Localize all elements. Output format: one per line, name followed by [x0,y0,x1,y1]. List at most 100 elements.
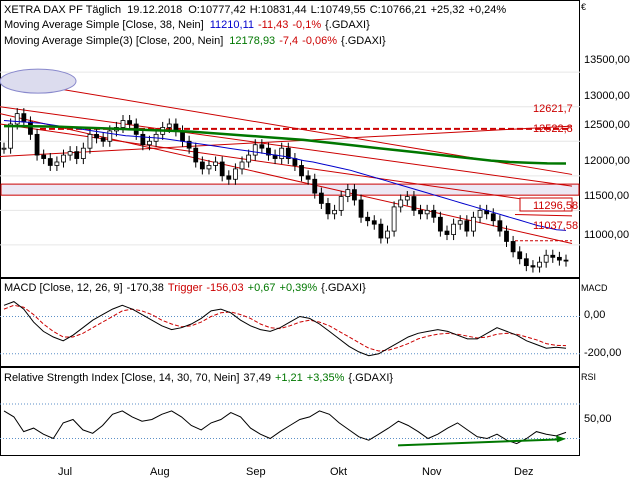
candle-body [1,147,7,150]
level-box-11296 [519,197,573,212]
candle-body [537,261,542,268]
price-panel [0,0,580,278]
chart-header: XETRA DAX PF Täglich 19.12.2018 O:10777,42… [4,4,506,16]
candle-body [259,144,265,149]
candle-body [332,209,337,215]
resistance-band [0,183,580,196]
candle-body [74,151,80,159]
close-value: C:10766,21 [370,4,427,16]
rsi-value: 37,49 [243,372,271,384]
level-label-11296: 11296,58 [533,200,578,212]
low-value: L:10749,55 [311,4,366,16]
y-tick-11500: 11500,00 [584,190,629,202]
candle-body [437,216,443,232]
candle-body [120,120,126,128]
candle-body [550,254,556,258]
candle-body [431,209,437,218]
candle-body [325,203,331,215]
candle-body [107,130,113,142]
level-label-12621: 12621,7 [533,103,573,115]
euro-icon: € [581,2,586,12]
sma200-symbol: {.GDAXI} [341,35,386,47]
price-series [1,108,569,273]
macd-symbol: {.GDAXI} [321,282,366,294]
candle-body [504,230,509,242]
y-tick-13000: 13000,00 [584,90,630,102]
candle-body [345,189,351,197]
candle-body [226,175,232,180]
candle-body [523,258,529,267]
macd-panel [0,278,580,367]
rsi-change: +1,21 [275,372,303,384]
candle-body [80,147,86,159]
sma38-change: -11,43 [258,19,288,31]
candle-body [517,251,523,260]
candle-body [94,133,99,139]
macd-change-pct: +0,39% [280,282,318,294]
rsi-change-pct: +3,35% [307,372,345,384]
y-tick-12500: 12500,00 [584,119,630,131]
y-tick-12000: 12000,00 [584,155,630,167]
candle-body [391,206,397,232]
candle-body [398,199,404,208]
rsi-corner-label: RSI [581,372,596,382]
y-tick-13500: 13500,00 [584,54,630,66]
macd-change: +0,67 [248,282,276,294]
macd-line [3,301,567,357]
macd-series [0,301,580,357]
macd-corner-label: MACD [581,283,608,293]
candle-body [385,230,390,239]
chart-title: XETRA DAX PF Täglich [4,4,121,16]
sma38-value: 11210,11 [210,19,254,31]
sma38-symbol: {.GDAXI} [325,19,370,31]
rsi-line [3,410,567,445]
change-value: +25,32 [431,4,465,16]
candle-body [404,196,410,201]
candle-body [252,144,258,156]
sma200-header: Moving Average Simple(3) [Close, 200, Ne… [4,35,386,47]
candle-body [497,220,503,232]
candle-body [378,223,384,239]
candle-body [127,120,133,125]
trendline-rising [0,125,573,157]
candle-body [338,196,344,211]
rsi-divergence-arrow [556,435,566,443]
sma200-line [4,124,567,165]
candle-body [299,165,304,177]
rsi-header: Relative Strength Index [Close, 14, 30, … [4,372,393,384]
candle-body [34,133,40,156]
macd-title: MACD [Close, 12, 26, 9] [4,282,123,294]
candle-body [266,147,271,156]
chart-date: 19.12.2018 [127,4,182,16]
sma200-change-pct: -0,06% [302,35,337,47]
sma38-change-pct: -0,1% [292,19,321,31]
high-value: H:10831,44 [250,4,307,16]
candle-body [54,161,60,166]
highlight-ellipse [0,68,77,94]
candle-body [490,213,496,222]
sma200-change: -7,4 [279,35,298,47]
candle-body [199,161,205,170]
candle-body [292,158,298,166]
candle-body [193,147,199,163]
trendline-middle-down [0,113,573,245]
candle-body [67,151,73,156]
candle-body [464,220,470,232]
candle-body [477,209,483,218]
candle-body [371,220,377,225]
rsi-y-tick-50: 50,00 [584,413,612,425]
level-label-11037: 11037,58 [533,220,578,232]
candle-body [424,209,430,215]
y-tick-11000: 11000,00 [584,229,629,241]
candle-body [312,178,318,194]
candle-body [186,140,192,149]
x-tick-aug: Aug [150,466,170,478]
candle-body [147,140,152,146]
macd-header: MACD [Close, 12, 26, 9] -170,38 Trigger -15… [4,282,366,294]
candle-body [233,168,238,180]
candle-body [21,113,27,123]
sma38-line [3,120,567,231]
candle-body [457,220,463,225]
candle-body [213,161,218,166]
